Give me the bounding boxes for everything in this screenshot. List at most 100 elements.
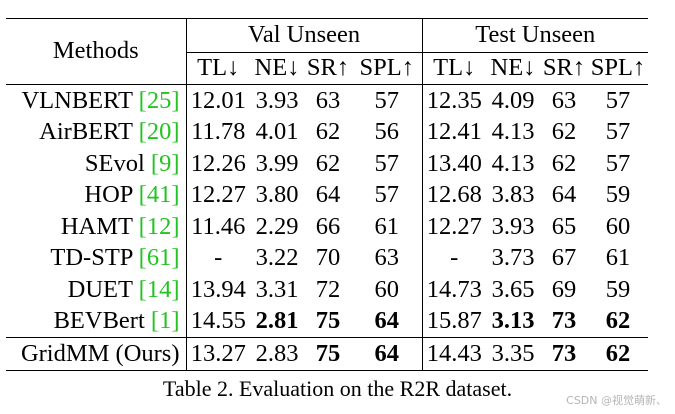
test-ne-cell: 4.13 <box>491 118 535 145</box>
val-sr-cell: 75 <box>315 307 341 334</box>
method-name: TD-STP <box>50 244 133 271</box>
test-sr-cell: 67 <box>551 244 577 271</box>
val-tl-cell: 12.27 <box>185 179 250 211</box>
val-tl-cell: 14.55 <box>185 305 250 338</box>
val-sr-cell: 62 <box>315 118 341 145</box>
citation-bracket: [ <box>138 275 147 303</box>
citation-link[interactable]: 12 <box>146 212 172 240</box>
citation-bracket: [ <box>138 212 147 240</box>
table-row: HOP [41] 12.27 3.80 64 57 12.68 3.83 64 59 <box>6 179 648 212</box>
test-spl-cell: 60 <box>605 212 631 240</box>
test-ne-cell: 3.73 <box>491 244 535 271</box>
method-name-cell: VLNBERT [25] <box>6 84 186 117</box>
citation-link[interactable]: 9 <box>159 149 172 177</box>
test-tl-cell: 12.41 <box>421 116 486 148</box>
citation-bracket: ] <box>171 118 180 145</box>
val-spl-cell: 57 <box>374 149 400 177</box>
watermark: CSDN @视觉萌新、 <box>566 394 667 407</box>
val-spl-cell: 63 <box>374 244 400 271</box>
group-header-test: Test Unseen <box>421 18 648 53</box>
val-spl-cell: 57 <box>374 181 400 208</box>
test-ne-cell: 3.65 <box>491 275 535 303</box>
val-spl-cell: 56 <box>374 118 400 145</box>
val-tl-cell: 13.94 <box>185 274 250 306</box>
test-tl-cell: - <box>421 242 486 274</box>
test-ne-cell: 4.13 <box>491 149 535 177</box>
method-name-cell: HOP [41] <box>6 180 186 212</box>
val-tl-cell: - <box>185 242 250 274</box>
test-spl-cell: 57 <box>605 149 631 177</box>
test-tl-cell: 12.68 <box>421 179 486 211</box>
citation-link[interactable]: 1 <box>159 307 172 334</box>
table-row: BEVBert [1] 14.55 2.81 75 64 15.87 3.13 73 62 <box>6 305 648 338</box>
citation-bracket: [ <box>138 118 147 145</box>
test-sr-cell: 65 <box>551 212 577 240</box>
citation-bracket: ] <box>171 307 180 334</box>
val-ne-cell: 3.80 <box>255 181 299 208</box>
method-name: BEVBert <box>53 307 145 334</box>
val-spl-cell: 64 <box>374 307 400 334</box>
table-row: DUET [14] 13.94 3.31 72 60 14.73 3.65 69 59 <box>6 274 648 306</box>
method-name: DUET <box>67 275 133 303</box>
test-sr-cell: 73 <box>540 337 588 371</box>
test-ne-cell: 3.35 <box>486 337 540 371</box>
val-tl-cell: 12.01 <box>185 84 250 117</box>
citation-link[interactable]: 41 <box>146 181 172 208</box>
val-sr-cell: 66 <box>315 212 341 240</box>
citation-link[interactable]: 14 <box>146 275 172 303</box>
citation-bracket: ] <box>171 86 180 114</box>
test-ne-cell: 3.93 <box>491 212 535 240</box>
val-tl-cell: 13.27 <box>185 337 250 371</box>
citation-bracket: [ <box>150 149 160 177</box>
test-ne-cell: 3.83 <box>491 181 535 208</box>
method-name-cell: DUET [14] <box>6 274 186 306</box>
test-sr-cell: 64 <box>551 181 577 208</box>
val-sr-cell: 75 <box>304 337 352 371</box>
method-name: GridMM (Ours) <box>20 339 180 367</box>
test-spl-cell: 59 <box>605 275 631 303</box>
table-row: VLNBERT [25] 12.01 3.93 63 57 12.35 4.09 63 57 <box>6 84 648 117</box>
metric-header-val-ne: NE↓ <box>250 52 304 85</box>
test-sr-cell: 62 <box>551 149 577 177</box>
val-spl-cell: 61 <box>374 212 400 240</box>
metric-header-val-spl: SPL↑ <box>352 52 422 85</box>
val-ne-cell: 3.93 <box>250 84 304 117</box>
val-spl-cell: 60 <box>374 275 400 303</box>
results-table: Methods Val Unseen Test Unseen TL↓ NE↓ S… <box>6 18 648 371</box>
val-ne-cell: 3.22 <box>255 244 299 271</box>
citation-link[interactable]: 20 <box>146 118 172 145</box>
val-sr-cell: 63 <box>304 84 352 117</box>
test-sr-cell: 63 <box>540 84 588 117</box>
test-ne-cell: 3.13 <box>491 307 535 334</box>
metric-header-val-tl: TL↓ <box>185 52 250 85</box>
citation-bracket: [ <box>138 244 147 271</box>
method-name-cell: SEvol [9] <box>6 148 186 180</box>
val-ne-cell: 2.81 <box>255 307 299 334</box>
citation-bracket: ] <box>171 181 180 208</box>
citation-bracket: ] <box>171 149 180 177</box>
test-sr-cell: 69 <box>551 275 577 303</box>
group-header-val: Val Unseen <box>185 18 422 53</box>
test-sr-cell: 62 <box>551 118 577 145</box>
method-name: AirBERT <box>39 118 133 145</box>
citation-bracket: [ <box>138 86 147 114</box>
method-name-cell: AirBERT [20] <box>6 117 186 149</box>
test-spl-cell: 57 <box>588 84 648 117</box>
table-row: HAMT [12] 11.46 2.29 66 61 12.27 3.93 65 60 <box>6 211 648 243</box>
test-spl-cell: 61 <box>605 244 631 271</box>
citation-bracket: ] <box>171 244 180 271</box>
val-ne-cell: 2.29 <box>255 212 299 240</box>
citation-bracket: [ <box>150 307 160 334</box>
citation-link[interactable]: 25 <box>146 86 172 114</box>
method-name-cell: TD-STP [61] <box>6 243 186 275</box>
test-ne-cell: 4.09 <box>486 84 540 117</box>
test-spl-cell: 62 <box>605 307 631 334</box>
table-caption: Table 2. Evaluation on the R2R dataset. <box>162 376 513 401</box>
test-spl-cell: 57 <box>605 118 631 145</box>
metric-header-test-tl: TL↓ <box>421 52 486 85</box>
val-ne-cell: 3.99 <box>255 149 299 177</box>
val-spl-cell: 64 <box>352 337 422 371</box>
test-tl-cell: 12.35 <box>421 84 486 117</box>
citation-link[interactable]: 61 <box>146 244 172 271</box>
method-name: HAMT <box>60 212 133 240</box>
